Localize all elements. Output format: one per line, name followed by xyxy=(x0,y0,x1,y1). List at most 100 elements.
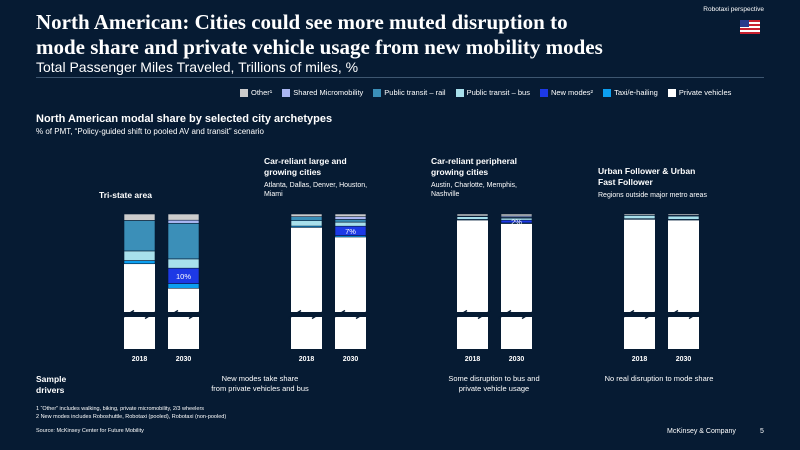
bar-segment-bus xyxy=(290,220,323,227)
group-header-car-reliant-large: Car-reliant large and growing cities Atl… xyxy=(264,156,367,199)
new-modes-value-label: 10% xyxy=(176,272,191,281)
new-modes-value-label: 7% xyxy=(345,227,356,236)
legend-swatch xyxy=(373,88,382,97)
bar-segment-other xyxy=(456,213,489,217)
brand-name: McKinsey & Company xyxy=(667,428,736,435)
bar-segment-bus xyxy=(123,250,156,261)
axis-break-mark xyxy=(331,309,346,320)
driver-text-tristate: New modes take share from private vehicl… xyxy=(211,374,309,393)
bar-segment-private xyxy=(457,220,488,312)
axis-break-mark xyxy=(497,309,512,320)
driver-text-peripheral: Some disruption to bus and private vehic… xyxy=(448,374,540,393)
bar-segment-private xyxy=(457,317,488,349)
legend-item-taxi: Taxi/e-hailing xyxy=(603,88,658,97)
legend-label: Public transit – bus xyxy=(466,88,530,97)
section-title: North American modal share by selected c… xyxy=(36,113,333,125)
legend-item-private: Private vehicles xyxy=(667,88,732,97)
group-title: Car-reliant large and growing cities xyxy=(264,156,347,177)
divider xyxy=(36,77,764,78)
group-subtitle: Regions outside major metro areas xyxy=(598,192,707,199)
sample-drivers-label: Sample drivers xyxy=(36,374,67,395)
axis-break-mark xyxy=(453,309,468,320)
bar-segment-private xyxy=(124,263,155,312)
group-header-car-reliant-peripheral: Car-reliant peripheral growing cities Au… xyxy=(431,156,517,199)
bar-segment-other xyxy=(123,213,156,221)
bar-segment-private xyxy=(168,288,199,312)
axis-break-mark xyxy=(188,309,203,320)
year-tick-label: 2018 xyxy=(299,356,315,363)
group-title: Urban Follower & Urban Fast Follower xyxy=(598,166,696,187)
bar-segment-private xyxy=(501,317,532,349)
bar-segment-other xyxy=(167,213,200,221)
bar-segment-rail xyxy=(290,216,323,222)
bar-segment-other xyxy=(500,213,533,217)
legend-label: Public transit – rail xyxy=(384,88,446,97)
bar-segment-bus xyxy=(623,215,656,219)
bar-segment-private xyxy=(168,317,199,349)
bar-segment-private xyxy=(335,237,366,312)
year-tick-label: 2030 xyxy=(176,356,192,363)
year-tick-label: 2030 xyxy=(343,356,359,363)
perspective-tag: Robotaxi perspective xyxy=(703,6,764,13)
bar-segment-rail xyxy=(123,220,156,252)
bar-segment-rail xyxy=(167,222,200,260)
bar-segment-other xyxy=(334,213,367,218)
axis-break-mark xyxy=(287,309,302,320)
footnote-2: 2 New modes includes Roboshuttle, Robota… xyxy=(36,414,227,420)
legend-label: Private vehicles xyxy=(678,88,732,97)
source-note: Source: McKinsey Center for Future Mobil… xyxy=(36,428,144,434)
legend-swatch xyxy=(282,88,291,97)
group-subtitle: Atlanta, Dallas, Denver, Houston, Miami xyxy=(264,182,368,198)
year-tick-label: 2030 xyxy=(509,356,525,363)
page-title: North American: Cities could see more mu… xyxy=(36,10,603,59)
legend-item-other: Other¹ xyxy=(240,88,272,97)
year-tick-label: 2018 xyxy=(465,356,481,363)
axis-break-mark xyxy=(644,309,659,320)
legend-item-newmodes: New modes² xyxy=(539,88,594,97)
legend-label: Taxi/e-hailing xyxy=(614,88,658,97)
bar-segment-bus xyxy=(667,215,700,220)
bar-segment-micromobility xyxy=(167,219,200,224)
bar-segment-bus xyxy=(334,221,367,227)
axis-break-mark xyxy=(664,309,679,320)
bar-segment-private xyxy=(501,223,532,312)
bar-segment-micromobility xyxy=(334,216,367,220)
legend-swatch xyxy=(539,88,548,97)
group-header-urban-follower: Urban Follower & Urban Fast Follower Reg… xyxy=(598,166,707,200)
axis-break-mark xyxy=(164,309,179,320)
legend-label: Shared Micromobility xyxy=(293,88,364,97)
legend-swatch xyxy=(667,88,676,97)
axis-break-mark xyxy=(688,309,703,320)
legend-item-bus: Public transit – bus xyxy=(455,88,530,97)
group-title: Car-reliant peripheral growing cities xyxy=(431,156,517,177)
group-subtitle: Austin, Charlotte, Memphis, Nashville xyxy=(431,182,517,198)
axis-break-mark xyxy=(144,309,159,320)
bar-segment-other xyxy=(667,213,700,216)
driver-text-urban: No real disruption to mode share xyxy=(604,374,714,383)
bar-segment-private xyxy=(291,317,322,349)
legend-swatch xyxy=(603,88,612,97)
year-tick-label: 2030 xyxy=(676,356,692,363)
legend-item-rail: Public transit – rail xyxy=(373,88,446,97)
us-flag-icon xyxy=(740,20,760,34)
bar-segment-rail xyxy=(334,219,367,223)
axis-break-mark xyxy=(521,309,536,320)
group-header-tristate: Tri-state area xyxy=(99,190,152,201)
page-number: 5 xyxy=(760,428,764,435)
bar-segment-private xyxy=(668,317,699,349)
axis-break-mark xyxy=(620,309,635,320)
bar-segment-bus xyxy=(456,216,489,220)
bar-segment-other xyxy=(290,213,323,217)
legend-label: New modes² xyxy=(550,88,594,97)
section-subtitle: % of PMT, “Policy-guided shift to pooled… xyxy=(36,127,264,136)
bar-segment-private xyxy=(335,317,366,349)
axis-break-mark xyxy=(355,309,370,320)
axis-break-mark xyxy=(477,309,492,320)
group-title: Tri-state area xyxy=(99,190,152,200)
axis-break-mark xyxy=(311,309,326,320)
legend-item-micromobility: Shared Micromobility xyxy=(282,88,363,97)
year-tick-label: 2018 xyxy=(632,356,648,363)
bar-segment-private xyxy=(124,317,155,349)
bar-segment-private xyxy=(624,219,655,312)
